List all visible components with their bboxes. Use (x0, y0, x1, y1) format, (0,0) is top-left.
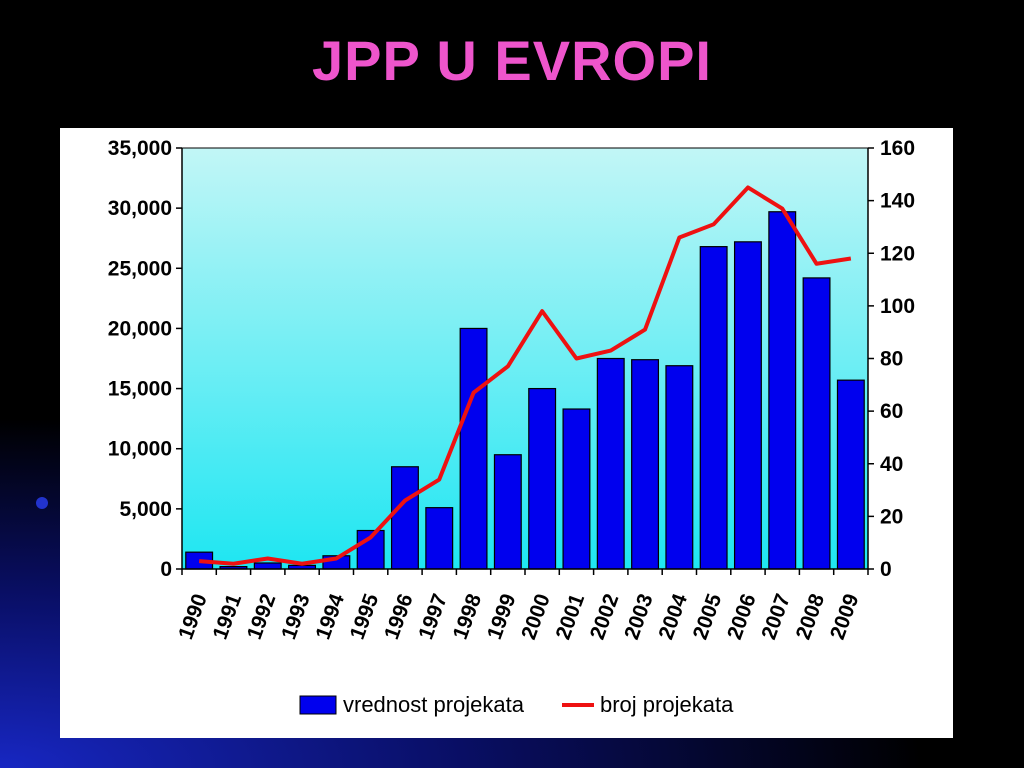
bar-2009 (836, 379, 865, 570)
x-tick-label-1994: 1994 (311, 591, 349, 643)
y-right-tick-label: 160 (880, 137, 915, 160)
chart-panel: 0 5,000 10,000 15,000 20,000 25,000 30,000 35,0… (60, 128, 953, 738)
bar-2000 (528, 387, 557, 570)
bar-2004 (665, 365, 694, 570)
y-left-tick-label: 5,000 (119, 498, 172, 521)
y-right-tick-label: 140 (880, 190, 915, 213)
y-left-tick-label: 15,000 (108, 378, 172, 401)
bar-1992 (253, 562, 282, 570)
bar-2005 (699, 246, 728, 570)
x-tick-label-1997: 1997 (414, 591, 452, 643)
x-tick-label-1995: 1995 (346, 591, 384, 643)
x-tick-label-1998: 1998 (449, 591, 487, 643)
bar-1996 (390, 466, 419, 570)
legend-line-label: broj projekata (600, 692, 734, 717)
bar-1999 (493, 454, 522, 570)
y-left-tick-label: 25,000 (108, 257, 172, 280)
bar-2001 (562, 408, 591, 570)
y-right-tick-label: 40 (880, 453, 903, 476)
x-tick-label-2004: 2004 (654, 591, 692, 643)
y-left-tick-label: 35,000 (108, 137, 172, 160)
x-tick-label-1999: 1999 (483, 591, 521, 643)
y-left-tick-label: 20,000 (108, 317, 172, 340)
x-tick-label-1996: 1996 (380, 591, 418, 643)
x-tick-label-2000: 2000 (517, 591, 555, 643)
plot-area (182, 148, 868, 569)
y-right-tick-label: 100 (880, 295, 915, 318)
y-right-tick-label: 80 (880, 348, 903, 371)
y-left-tick-label: 0 (160, 558, 172, 581)
bar-1998 (459, 327, 488, 570)
slide-title: JPP U EVROPI (311, 29, 712, 92)
x-tick-label-2002: 2002 (586, 591, 624, 643)
bar-2003 (631, 359, 660, 570)
y-left-tick-label: 30,000 (108, 197, 172, 220)
y-right-tick-label: 120 (880, 242, 915, 265)
bar-1997 (425, 507, 454, 570)
y-right-tick-label: 60 (880, 400, 903, 423)
x-tick-label-1992: 1992 (243, 591, 281, 643)
x-tick-label-2006: 2006 (723, 591, 761, 643)
x-tick-label-1990: 1990 (174, 591, 212, 643)
x-tick-label-2003: 2003 (620, 591, 658, 643)
x-tick-label-1993: 1993 (277, 591, 315, 643)
y-left-tick-label: 10,000 (108, 438, 172, 461)
bar-2008 (802, 277, 831, 570)
legend-bar-label: vrednost projekata (343, 692, 525, 717)
x-tick-label-2008: 2008 (792, 591, 830, 643)
y-right-tick-label: 0 (880, 558, 892, 581)
x-tick-label-2009: 2009 (826, 591, 864, 643)
bar-2002 (596, 357, 625, 570)
y-right-tick-label: 20 (880, 505, 903, 528)
bar-2006 (733, 241, 762, 570)
x-tick-label-2007: 2007 (757, 591, 795, 643)
x-tick-label-2005: 2005 (689, 591, 727, 643)
combo-chart: 0 5,000 10,000 15,000 20,000 25,000 30,000 35,0… (108, 137, 915, 717)
x-tick-label-2001: 2001 (552, 591, 590, 643)
legend-bar-swatch (299, 695, 337, 715)
line-broj-projekata (198, 185, 852, 566)
bar-2007 (768, 211, 797, 570)
x-tick-label-1991: 1991 (209, 591, 247, 643)
